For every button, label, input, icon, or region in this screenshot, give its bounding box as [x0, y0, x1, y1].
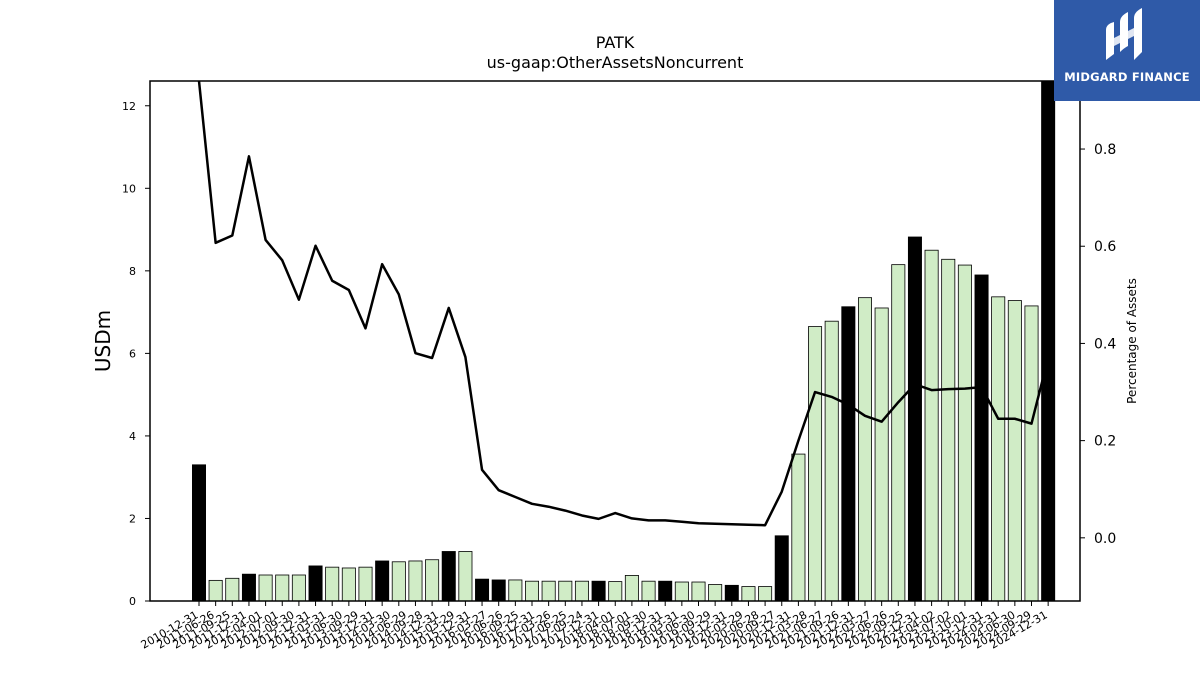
bar: [608, 581, 623, 602]
y2-tick-label: 0.2: [1094, 434, 1116, 450]
bar: [591, 580, 606, 602]
bar: [375, 560, 390, 602]
plot-frame: [149, 80, 1081, 602]
bar: [391, 561, 406, 602]
y-tick-label: 6: [129, 347, 136, 360]
bar: [425, 559, 440, 602]
y-axis-label: USDm: [91, 310, 115, 372]
bar: [1024, 305, 1039, 602]
bar: [858, 297, 873, 602]
chart-subtitle: us-gaap:OtherAssetsNoncurrent: [487, 53, 744, 72]
bar: [1007, 300, 1022, 602]
bar: [558, 580, 573, 602]
bar: [991, 296, 1006, 602]
y-axis-right: 0.0 0.2 0.4 0.6 0.8: [1080, 142, 1116, 547]
bar: [458, 551, 473, 602]
bar: [341, 567, 356, 602]
bar: [1041, 80, 1056, 602]
bar: [791, 453, 806, 602]
bar: [574, 580, 589, 602]
bar: [525, 580, 540, 602]
y-tick-label: 4: [129, 430, 136, 443]
bar: [475, 578, 490, 602]
bar: [974, 274, 989, 602]
bar: [508, 579, 523, 602]
bar: [208, 579, 223, 602]
bar: [907, 236, 922, 602]
bar: [708, 584, 723, 602]
bar: [841, 306, 856, 602]
y-tick-label: 12: [122, 100, 136, 113]
bar: [891, 264, 906, 602]
y-tick-label: 10: [122, 182, 136, 195]
bar: [241, 573, 256, 602]
bar: [874, 307, 889, 602]
y2-tick-label: 0.4: [1094, 336, 1116, 352]
bar: [624, 575, 639, 602]
bar: [824, 320, 839, 602]
bar: [308, 565, 323, 602]
bar: [957, 264, 972, 602]
bar: [408, 560, 423, 602]
bar: [358, 566, 373, 602]
bar: [441, 551, 456, 602]
y-axis-left: 0 2 4 6 8 10 12: [122, 100, 150, 608]
bar: [258, 574, 273, 602]
bar: [724, 584, 739, 602]
bar: [758, 586, 773, 602]
bar: [658, 580, 673, 602]
bar: [641, 580, 656, 602]
brand-logo: MIDGARD FINANCE: [1054, 0, 1200, 101]
bar: [941, 258, 956, 602]
bar: [741, 586, 756, 602]
x-axis: 2010-12-312011-06-262011-09-252011-12-31…: [139, 601, 1050, 652]
pct-assets-line: [197, 80, 1050, 527]
bars-layer: [191, 80, 1056, 602]
chart-title: PATK: [596, 33, 635, 52]
y2-tick-label: 0.6: [1094, 239, 1116, 255]
bar: [291, 574, 306, 602]
bar: [541, 580, 556, 602]
bar: [808, 326, 823, 602]
bar: [275, 574, 290, 602]
bar: [691, 581, 706, 602]
line-layer: [197, 80, 1050, 527]
bar: [674, 581, 689, 602]
bar: [491, 579, 506, 602]
midgard-logo-icon: [1106, 8, 1142, 60]
y2-tick-label: 0.8: [1094, 142, 1116, 158]
y2-axis-label: Percentage of Assets: [1125, 278, 1139, 404]
y2-tick-label: 0.0: [1094, 531, 1116, 547]
bar: [191, 464, 206, 602]
bar: [774, 535, 789, 602]
y-tick-label: 8: [129, 265, 136, 278]
bar: [924, 249, 939, 602]
brand-name: MIDGARD FINANCE: [1064, 70, 1190, 84]
y-tick-label: 2: [129, 512, 136, 525]
y-tick-label: 0: [129, 595, 136, 608]
bar: [325, 566, 340, 602]
bar: [225, 577, 240, 602]
